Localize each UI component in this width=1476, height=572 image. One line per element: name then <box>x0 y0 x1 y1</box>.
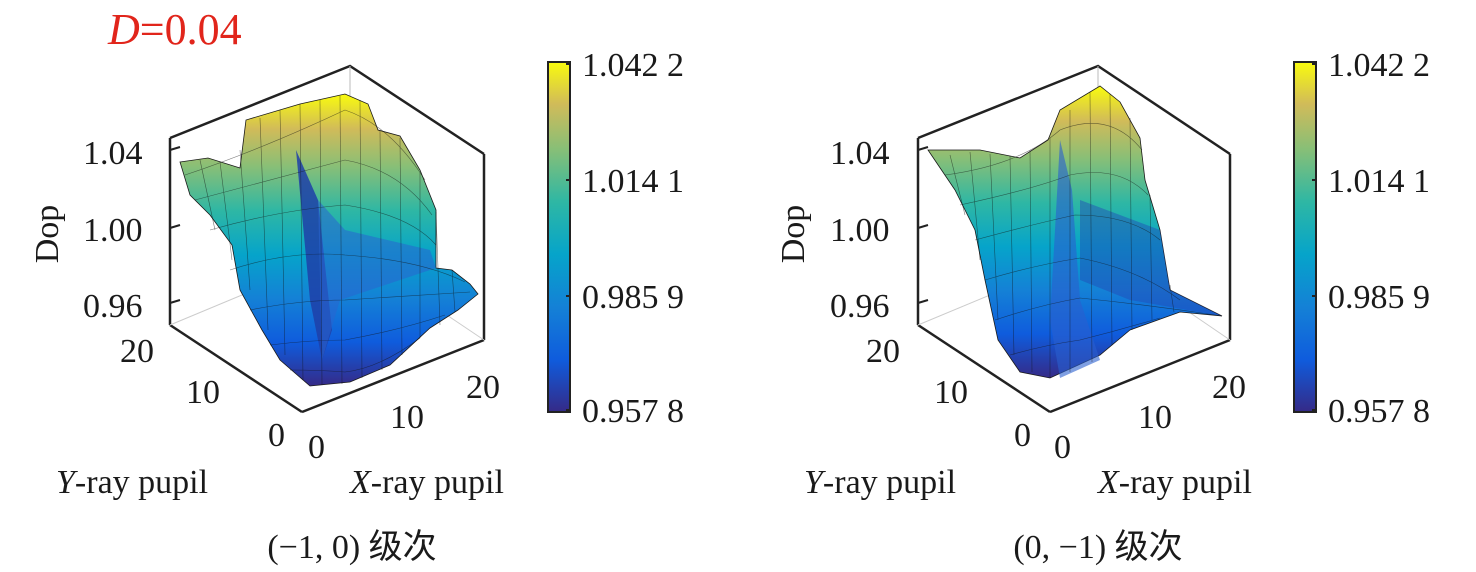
z-tick-0-96-right: 0.96 <box>830 288 890 325</box>
x-tick-10-left: 10 <box>390 399 424 436</box>
axes-box-left <box>168 64 486 414</box>
z-axis-ticks-right <box>917 146 929 304</box>
x-tick-20-left: 20 <box>466 369 500 406</box>
colorbar-left <box>547 61 571 413</box>
z-axis-ticks-left <box>169 146 181 304</box>
colorbar-tick-2-right: 1.014 1 <box>1328 163 1430 200</box>
x-tick-0-right: 0 <box>1054 429 1071 466</box>
z-tick-0-96-left: 0.96 <box>83 288 143 325</box>
colorbar-right <box>1293 61 1317 413</box>
z-tick-1-00-left: 1.00 <box>83 212 143 249</box>
x-tick-0-left: 0 <box>308 429 325 466</box>
colorbar-tick-3-right: 0.985 9 <box>1328 279 1430 316</box>
y-tick-0-left: 0 <box>268 417 285 454</box>
z-tick-1-00-right: 1.00 <box>830 212 890 249</box>
panel-right: 1.04 1.00 0.96 Dop 20 10 0 0 10 20 Y-ray… <box>775 47 1430 566</box>
surface-left <box>179 93 479 387</box>
x-tick-10-right: 10 <box>1138 399 1172 436</box>
x-tick-20-right: 20 <box>1212 369 1246 406</box>
y-tick-0-right: 0 <box>1014 417 1031 454</box>
panel-left: 1.04 1.00 0.96 Dop 20 10 0 0 10 20 Y-ray… <box>29 47 684 566</box>
y-tick-20-left: 20 <box>120 333 154 370</box>
z-axis-label-right: Dop <box>775 205 812 264</box>
colorbar-tick-3-left: 0.985 9 <box>582 279 684 316</box>
caption-left: (−1, 0) 级次 <box>267 528 436 566</box>
y-axis-label-right: Y-ray pupil <box>804 464 956 501</box>
y-tick-10-left: 10 <box>186 374 220 411</box>
y-axis-label-left: Y-ray pupil <box>56 464 208 501</box>
d-value-label: D=0.04 <box>107 5 242 54</box>
surface-right <box>927 85 1223 379</box>
z-tick-1-04-right: 1.04 <box>830 135 890 172</box>
colorbar-tick-max-right: 1.042 2 <box>1328 47 1430 84</box>
colorbar-tick-2-left: 1.014 1 <box>582 163 684 200</box>
y-tick-20-right: 20 <box>866 333 900 370</box>
caption-right: (0, −1) 级次 <box>1013 528 1182 566</box>
z-axis-label-left: Dop <box>29 205 66 264</box>
z-tick-1-04-left: 1.04 <box>83 135 143 172</box>
x-axis-label-right: X-ray pupil <box>1096 464 1252 501</box>
x-axis-label-left: X-ray pupil <box>348 464 504 501</box>
colorbar-tick-min-right: 0.957 8 <box>1328 393 1430 430</box>
colorbar-tick-min-left: 0.957 8 <box>582 393 684 430</box>
colorbar-tick-max-left: 1.042 2 <box>582 47 684 84</box>
y-tick-10-right: 10 <box>934 374 968 411</box>
